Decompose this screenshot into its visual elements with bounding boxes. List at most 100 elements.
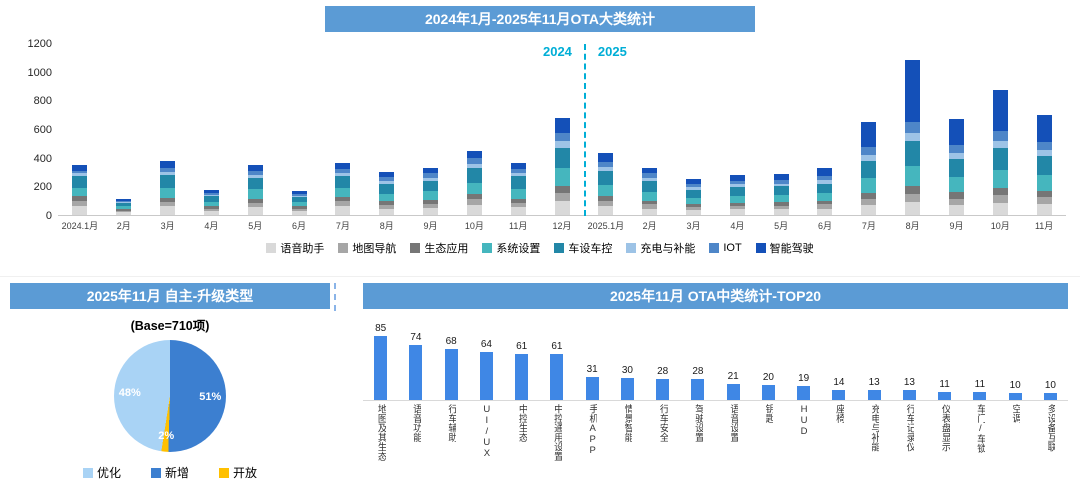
bar-segment [335,176,351,188]
top20-bar-chart: 85 地图及其生态 74 语音功能 68 行车辅助 64 UI/UX 61 中控生态 61 中控通用设… [363,319,1068,482]
stacked-bar-column [803,44,847,215]
top20-category-label: 中控生态 [516,404,527,442]
bar-segment [861,192,877,199]
bar-segment [247,189,263,199]
x-axis-label: 11月 [509,221,528,231]
legend-swatch-icon [709,243,720,253]
bar-segment [203,206,219,209]
x-axis-label: 8月 [905,221,920,231]
bar-segment [861,154,877,162]
bar-segment [905,165,921,186]
top20-value-label: 30 [621,364,633,376]
bar-segment [203,208,219,211]
bar-segment [773,179,789,184]
bar-segment [466,199,482,205]
bar-segment [817,200,833,205]
bar-segment [72,170,88,174]
bar-segment [247,164,263,171]
top20-bar [620,377,634,400]
bar-segment [773,209,789,215]
top20-column: 19 HUD [786,319,822,482]
top20-value-label: 64 [480,339,492,350]
bar-segment [948,192,964,199]
bar-segment [905,141,921,166]
pie-slice-label: 2% [158,430,175,443]
bar-segment [291,190,307,194]
bar-segment [379,208,395,215]
bar-segment [686,209,701,215]
top20-value-label: 28 [657,366,669,377]
bar-segment [510,202,526,208]
bar-segment [291,197,307,203]
top20-column: 28 驾驶设置 [680,319,716,482]
pie-legend-swatch-icon [150,467,161,478]
major-chart-legend: 语音助手 地图导航 生态应用 系统设置 车设车控 充电与补能 IOT 智能驾驶 [0,240,1080,256]
top20-category-label: 情景智能 [622,404,633,442]
top20-value-label: 28 [692,366,704,377]
bar-segment [247,170,263,175]
legend-label: 智能驾驶 [769,243,814,255]
bar-segment [729,202,745,206]
bar-segment [642,192,658,201]
bar-segment [116,206,132,210]
legend-swatch-icon [755,243,766,253]
bar-segment [379,183,395,194]
major-chart-y-axis: 0 200 400 600 800 1000 1200 [14,38,58,222]
top20-value-label: 61 [516,341,528,353]
stacked-bar-column [1022,44,1066,215]
bar-segment [116,202,132,207]
bar-segment [116,212,132,215]
bar-segment [291,193,307,196]
bar-segment [773,202,789,206]
top20-value-label: 61 [551,341,563,353]
top20-column: 10 多设备互联 [1032,319,1068,482]
top20-bar [585,376,599,400]
bar-segment [510,188,526,199]
x-axis-label: 6月 [292,221,307,231]
top20-category-label: 手机APP [587,404,598,456]
stacked-bar-column [672,44,716,215]
top20-panel: 2025年11月 OTA中类统计-TOP20 85 地图及其生态 74 语音功能 68 行… [345,283,1080,482]
bar-segment [335,173,351,177]
bar-segment [554,117,570,133]
bar-segment [510,169,526,174]
bar-segment [1036,204,1052,215]
bar-segment [992,140,1008,149]
bar-segment [598,184,614,197]
top20-category-label: 行车辅助 [446,404,457,442]
pie-slice-label: 48% [118,386,141,399]
bar-segment [203,202,219,207]
top20-value-label: 13 [903,377,915,389]
pie-legend-item: 新增 [150,464,189,481]
x-axis-label: 9月 [423,221,438,231]
bar-segment [554,141,570,149]
legend-item: 智能驾驶 [755,240,814,256]
x-axis-label: 10月 [990,221,1010,231]
top20-value-label: 19 [798,372,810,384]
y-axis-tick: 200 [33,181,52,194]
bar-segment [203,189,219,193]
top20-bar [902,390,916,400]
legend-label: 车设车控 [568,243,613,255]
top20-value-label: 10 [1044,379,1056,391]
bar-segment [948,119,964,145]
bar-segment [291,195,307,198]
legend-label: 充电与补能 [640,243,696,255]
bar-segment [423,167,439,174]
top20-bar-area: 11 [962,319,998,401]
top20-column: 68 行车辅助 [433,319,469,482]
y-axis-tick: 400 [33,152,52,165]
year-divider-line [583,44,586,216]
bar-segment [160,202,176,207]
top20-category-label: 地图及其生态 [375,404,386,461]
bar-segment [905,60,921,122]
bottom-section: 2025年11月 自主-升级类型 (Base=710项) 51% 2% 48% 优化… [0,276,1080,482]
legend-label: 语音助手 [280,243,325,255]
top20-category-label: UI/UX [481,404,492,459]
year-label-right: 2025 [597,44,627,59]
bar-segment [247,202,263,208]
bar-segment [948,152,964,160]
bar-segment [642,208,658,215]
bar-segment [160,197,176,203]
legend-swatch-icon [554,243,565,253]
